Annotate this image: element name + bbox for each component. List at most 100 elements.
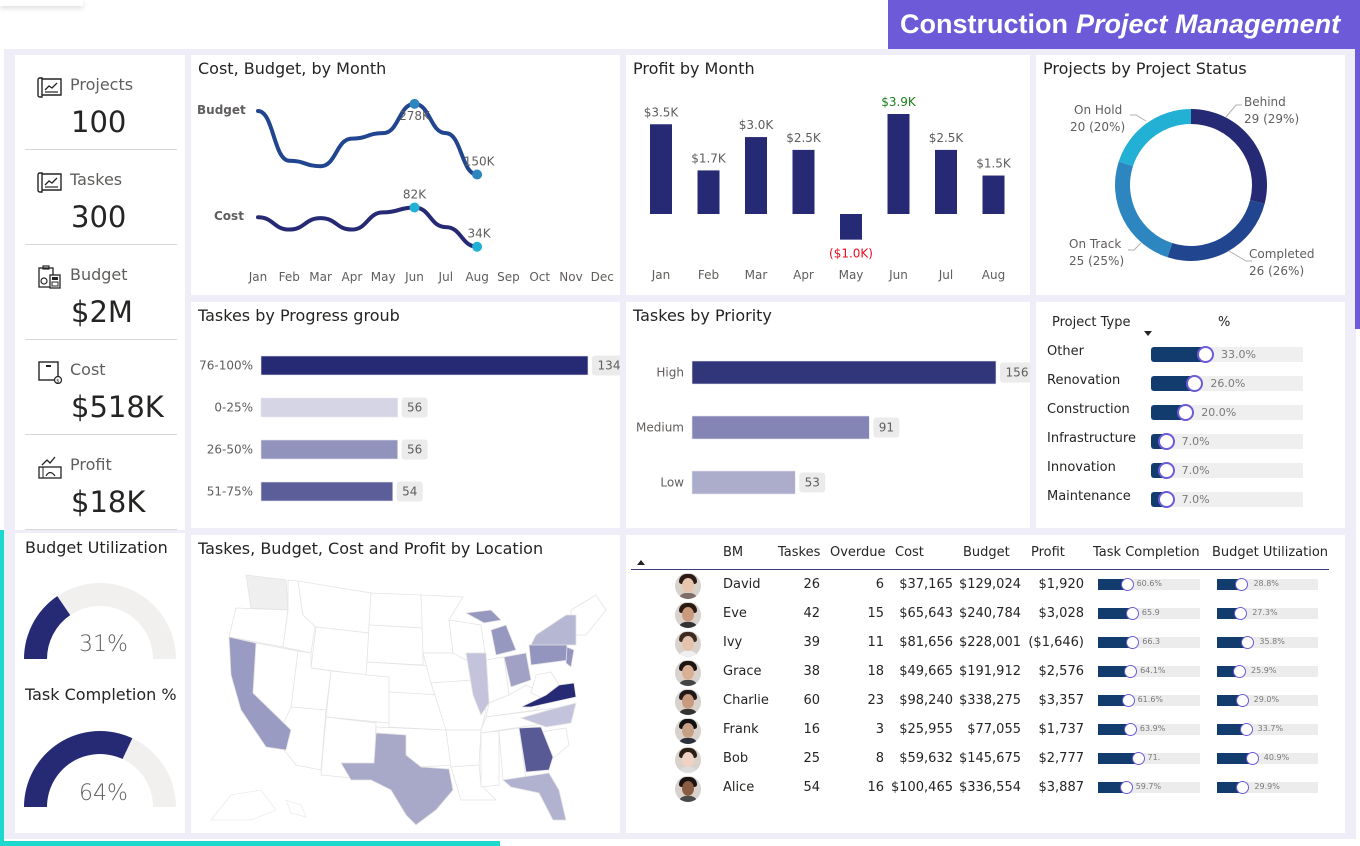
kpi-budget[interactable]: Budget $2M [25, 245, 177, 340]
cell-overdue: 23 [867, 693, 884, 708]
data-label: 34K [468, 227, 492, 241]
data-label: $3.9K [881, 95, 917, 109]
profit-bar [840, 214, 862, 240]
cell-bm: Eve [723, 606, 747, 621]
cell-bm: Grace [723, 664, 762, 679]
avatar [675, 573, 701, 599]
growth-chart-icon [38, 456, 62, 479]
x-tick-label: Feb [279, 270, 300, 284]
project-type-header[interactable]: Project Type [1052, 315, 1131, 330]
cell-bm: Alice [723, 780, 755, 795]
project-type-row[interactable]: Infrastructure 7.0% [1047, 431, 1307, 451]
kpi-taskes[interactable]: Taskes 300 [25, 150, 177, 245]
cell-taskes: 42 [803, 606, 820, 621]
col-header-budget[interactable]: Budget [963, 545, 1010, 560]
data-label: 54 [402, 485, 417, 499]
project-type-row[interactable]: Innovation 7.0% [1047, 460, 1307, 480]
table-row[interactable]: Bob 25 8 $59,632 $145,675 $2,777 71. 40.… [626, 745, 1346, 774]
cell-overdue: 18 [867, 664, 884, 679]
us-map[interactable] [191, 535, 620, 833]
table-row[interactable]: Alice 54 16 $100,465 $336,554 $3,887 59.… [626, 774, 1346, 803]
col-header-profit[interactable]: Profit [1031, 545, 1065, 560]
sort-descending-icon[interactable] [1144, 331, 1152, 336]
kpi-label: Budget [70, 265, 128, 284]
table-row[interactable]: Grace 38 18 $49,665 $191,912 $2,576 64.1… [626, 658, 1346, 687]
bar-value: 63.9% [1139, 724, 1166, 733]
title-italic: Project Management [1076, 9, 1341, 39]
box-dollar-icon: $ [38, 361, 63, 384]
state-michigan [464, 609, 517, 656]
bar-knob [1125, 607, 1139, 620]
progress-group-bar-chart[interactable]: 76-100% 134 0-25% 56 26-50% 56 51-75% 54 [191, 302, 620, 528]
slice-value: 29 (29%) [1244, 112, 1299, 126]
progress-group-card: Taskes by Progress groub 76-100% 134 0-25%… [191, 302, 620, 528]
profit-bar-chart[interactable]: $3.5K Jan $1.7K Feb $3.0K Mar $2.5K Apr ($1.0K) M… [626, 55, 1030, 295]
bar [260, 397, 398, 418]
project-status-card: Projects by Project Status Behind 29 (29%… [1036, 55, 1345, 295]
col-header-taskes[interactable]: Taskes [778, 545, 821, 560]
top-tab-shadow [0, 0, 83, 6]
slice-value: 25 (25%) [1069, 254, 1124, 268]
x-tick-label: Aug [465, 270, 488, 284]
avatar [675, 660, 701, 686]
table-row[interactable]: Frank 16 3 $25,955 $77,055 $1,737 63.9% … [626, 716, 1346, 745]
progress-fill [1151, 347, 1205, 362]
project-type-row[interactable]: Maintenance 7.0% [1047, 489, 1307, 509]
project-type-row[interactable]: Other 33.0% [1047, 344, 1307, 364]
cell-profit: $2,777 [1038, 751, 1085, 766]
task-completion-gauge[interactable] [15, 721, 185, 811]
table-row[interactable]: Charlie 60 23 $98,240 $338,275 $3,357 61… [626, 687, 1346, 716]
table-row[interactable]: David 26 6 $37,165 $129,024 $1,920 60.6%… [626, 571, 1346, 600]
cell-bm: Bob [723, 751, 749, 766]
dashboard-title: Construction Project Management [888, 0, 1360, 49]
project-status-donut[interactable]: Behind 29 (29%) Completed 26 (26%) On Track 2… [1036, 55, 1345, 295]
bar [691, 415, 870, 440]
state-mississippi [480, 730, 500, 788]
cell-budget: $228,001 [958, 635, 1021, 650]
bar-knob [1123, 723, 1137, 736]
sort-ascending-icon[interactable] [637, 560, 645, 565]
value-badge [401, 397, 428, 418]
priority-bar-chart[interactable]: High 156 Medium 91 Low 53 [626, 302, 1030, 528]
donut-slice-behind [1191, 109, 1267, 204]
cost-budget-line-chart[interactable]: Jan Feb Mar Apr May Jun Jul Aug Sep Oct Nov Dec Budg… [191, 55, 620, 295]
col-header-cost[interactable]: Cost [895, 545, 924, 560]
col-header-budget-utilization[interactable]: Budget Utilization [1212, 545, 1329, 560]
col-header-overdue[interactable]: Overdue [830, 545, 886, 560]
table-row[interactable]: Ivy 39 11 $81,656 $228,001 ($1,646) 66.3… [626, 629, 1346, 658]
col-header-bm[interactable]: BM [723, 545, 744, 560]
bar-value: 59.7% [1135, 782, 1162, 791]
profit-bar [697, 170, 720, 214]
x-tick-label: May [839, 268, 864, 282]
cell-taskes: 25 [803, 751, 820, 766]
bar-fill [1217, 608, 1241, 619]
x-tick-label: Mar [745, 268, 768, 282]
budget-utilization-bar: 40.9% [1217, 752, 1318, 765]
x-tick-label: May [371, 270, 396, 284]
kpi-profit[interactable]: Profit $18K [25, 435, 177, 530]
kpi-projects[interactable]: Projects 100 [25, 55, 177, 150]
x-tick-label: Oct [529, 270, 550, 284]
project-type-row[interactable]: Construction 20.0% [1047, 402, 1307, 422]
percent-header[interactable]: % [1218, 315, 1231, 330]
table-row[interactable]: Eve 42 15 $65,643 $240,784 $3,028 65.9 2… [626, 600, 1346, 629]
data-label: 150K [464, 154, 496, 168]
state-texas [340, 732, 454, 826]
x-tick-label: Aug [982, 268, 1005, 282]
bar-value: 64.1% [1140, 666, 1166, 675]
x-tick-label: Jan [651, 268, 671, 282]
bar-fill [1217, 579, 1242, 590]
data-point [409, 202, 420, 213]
kpi-cost[interactable]: $ Cost $518K [25, 340, 177, 435]
progress-knob [1157, 462, 1175, 479]
cell-budget: $338,275 [958, 693, 1021, 708]
col-header-task-completion[interactable]: Task Completion [1093, 545, 1200, 560]
budget-utilization-gauge[interactable] [15, 573, 185, 663]
bar-value: 29.0% [1253, 695, 1280, 704]
data-label: $2.5K [786, 131, 822, 145]
bar-knob [1235, 578, 1249, 591]
x-tick-label: Sep [497, 270, 520, 284]
project-type-name: Infrastructure [1047, 431, 1136, 446]
project-type-row[interactable]: Renovation 26.0% [1047, 373, 1307, 393]
bar-knob [1119, 781, 1133, 794]
